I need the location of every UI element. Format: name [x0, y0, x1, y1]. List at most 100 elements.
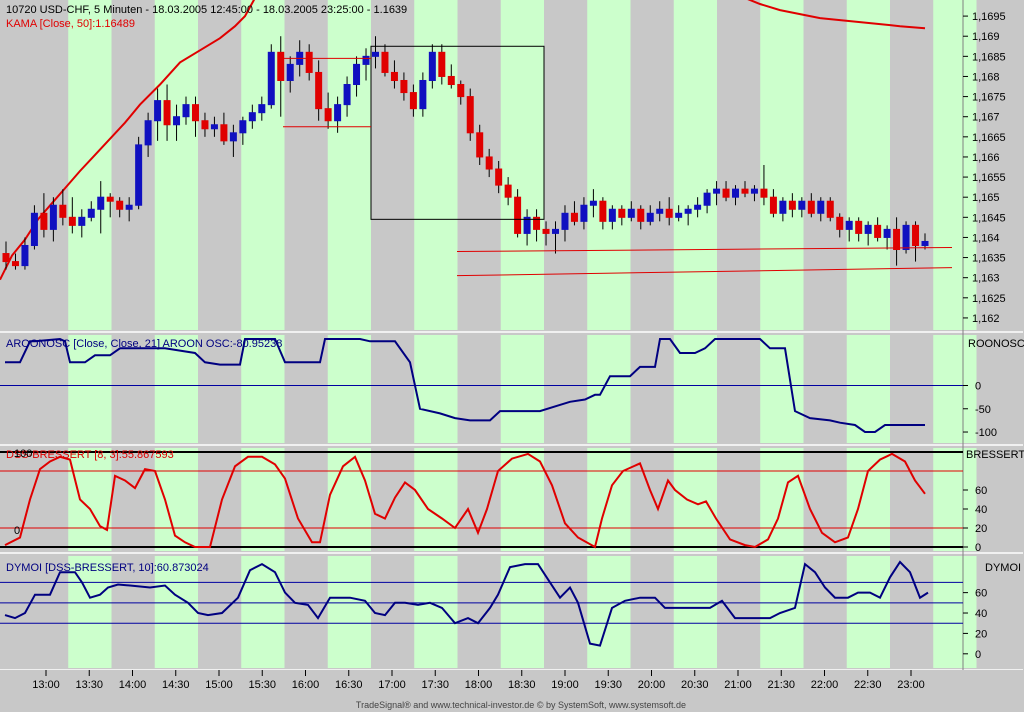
candle-down [533, 216, 541, 230]
time-tick-label: 21:00 [724, 679, 752, 691]
price-panel-title: 10720 USD-CHF, 5 Minuten - 18.03.2005 12… [6, 4, 407, 16]
candle-down [912, 224, 920, 246]
candle-down [457, 84, 465, 98]
price-tick-label: 1,164 [972, 232, 1000, 244]
candle-up [229, 132, 237, 142]
aroon-axis: 0 -50 -100 [0, 381, 997, 439]
candle-up [135, 144, 143, 206]
session-band [327, 0, 371, 330]
time-axis-background [0, 670, 1024, 712]
candle-up [210, 124, 218, 130]
dss-axis-tag: BRESSERT [966, 449, 1024, 461]
time-tick-label: 14:00 [119, 679, 147, 691]
candle-down [665, 208, 673, 218]
aroon-panel[interactable]: 0 -50 -100 AROONOSC [Close, Close, 21] ARO… [0, 337, 1024, 439]
candle-down [826, 200, 834, 218]
candle-down [618, 208, 626, 218]
candle-down [116, 200, 124, 210]
candle-up [750, 188, 758, 194]
candle-up [286, 63, 294, 81]
candle-up [419, 79, 427, 110]
price-tick-label: 1,1625 [972, 293, 1006, 305]
price-tick-label: 1,163 [972, 273, 1000, 285]
candle-up [694, 204, 702, 210]
candle-up [30, 212, 38, 246]
candle-down [760, 188, 768, 198]
price-panel[interactable]: 1,1695 1,169 1,1685 1,168 1,1675 1,167 1,1665 1… [0, 0, 1006, 325]
dymoi-axis: 60 40 20 0 [0, 581, 987, 661]
candle-up [362, 55, 370, 65]
aroon-axis-tag: ROONOSC [968, 338, 1024, 350]
candle-up [921, 240, 929, 246]
dymoi-tick-label: 60 [975, 588, 987, 600]
candle-down [11, 261, 19, 267]
time-tick-label: 16:30 [335, 679, 363, 691]
candle-up [580, 204, 588, 222]
candle-down [220, 124, 228, 142]
price-tick-label: 1,1695 [972, 11, 1006, 23]
dss-line-layer [4, 452, 926, 549]
session-band [500, 0, 544, 330]
candle-down [637, 208, 645, 222]
price-tick-label: 1,166 [972, 152, 1000, 164]
dss-tick-label: 20 [975, 523, 987, 535]
candle-up [21, 244, 29, 267]
candle-down [324, 108, 332, 122]
aroon-tick-label: -100 [975, 427, 997, 439]
session-band [587, 0, 631, 330]
session-band [587, 556, 631, 668]
price-tick-label: 1,1665 [972, 132, 1006, 144]
session-band [587, 448, 631, 551]
channel-lower-line [456, 267, 953, 277]
candle-up [864, 224, 872, 234]
candle-down [807, 200, 815, 214]
candle-up [779, 200, 787, 214]
session-band [587, 335, 631, 443]
time-tick-label: 22:30 [854, 679, 882, 691]
candle-down [191, 104, 199, 122]
price-tick-label: 1,1675 [972, 92, 1006, 104]
candle-up [561, 212, 569, 230]
candle-down [570, 212, 578, 222]
candle-up [334, 104, 342, 122]
price-tick-label: 1,1655 [972, 172, 1006, 184]
kama-line-layer [0, 0, 926, 281]
aroon-tick-label: -50 [975, 404, 991, 416]
candle-up [248, 112, 256, 122]
dymoi-tick-label: 20 [975, 628, 987, 640]
session-band [760, 448, 804, 551]
session-band [154, 556, 198, 668]
dss-axis: 60 40 20 0 [0, 451, 987, 554]
aroon-panel-title: AROONOSC [Close, Close, 21] AROON OSC:-8… [6, 338, 282, 350]
candle-down [59, 204, 67, 218]
candlestick-series [2, 36, 929, 270]
dymoi-panel[interactable]: 60 40 20 0 DYMOI [DSS-BRESSERT, 10]:60.8730… [0, 560, 1021, 661]
session-band [241, 448, 285, 551]
candle-up [883, 228, 891, 238]
session-band [414, 556, 458, 668]
session-band [154, 448, 198, 551]
session-band [241, 556, 285, 668]
candle-down [438, 51, 446, 77]
session-band [760, 0, 804, 330]
candle-up [817, 200, 825, 214]
time-tick-label: 13:30 [75, 679, 103, 691]
candle-down [722, 188, 730, 198]
candle-down [476, 132, 484, 158]
candle-up [154, 100, 162, 122]
session-band [500, 556, 544, 668]
candle-down [390, 71, 398, 81]
time-tick-label: 16:00 [292, 679, 320, 691]
session-band [414, 335, 458, 443]
session-band [846, 556, 890, 668]
candle-down [447, 75, 455, 86]
dss-level-100-label: 100 [14, 448, 32, 460]
dss-tick-label: 60 [975, 485, 987, 497]
session-band [68, 448, 112, 551]
price-tick-label: 1,1685 [972, 51, 1006, 63]
dss-panel[interactable]: 60 40 20 0 DSS-BRESSERT [8, 3]:55.867593 10… [0, 448, 1024, 554]
dymoi-axis-tag: DYMOI [985, 562, 1021, 574]
candle-up [371, 51, 379, 57]
candle-up [798, 200, 806, 210]
